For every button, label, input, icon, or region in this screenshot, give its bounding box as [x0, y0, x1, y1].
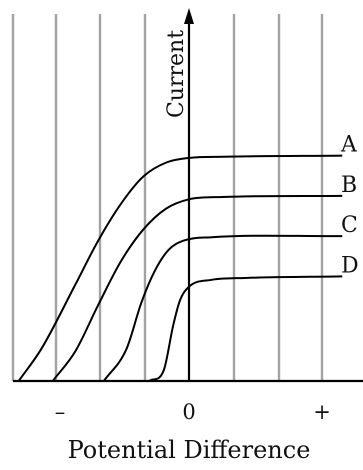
curve-a	[17, 154, 343, 382]
x-tick-labels: – 0 +	[55, 400, 331, 424]
x-tick-zero: 0	[182, 400, 195, 424]
x-axis-label: Potential Difference	[68, 436, 311, 464]
curve-label-a: A	[340, 133, 358, 158]
axes	[13, 8, 363, 383]
curve-label-c: C	[341, 213, 358, 238]
curve-label-d: D	[341, 253, 359, 278]
x-tick-plus: +	[313, 400, 331, 424]
curve-label-b: B	[341, 173, 357, 198]
curve-c	[103, 234, 343, 382]
y-axis-label: Current	[164, 30, 189, 118]
curve-d	[148, 275, 343, 382]
curve-b	[51, 194, 343, 382]
curves	[17, 154, 343, 382]
x-tick-minus: –	[55, 400, 66, 424]
y-axis-arrowhead	[184, 8, 194, 24]
